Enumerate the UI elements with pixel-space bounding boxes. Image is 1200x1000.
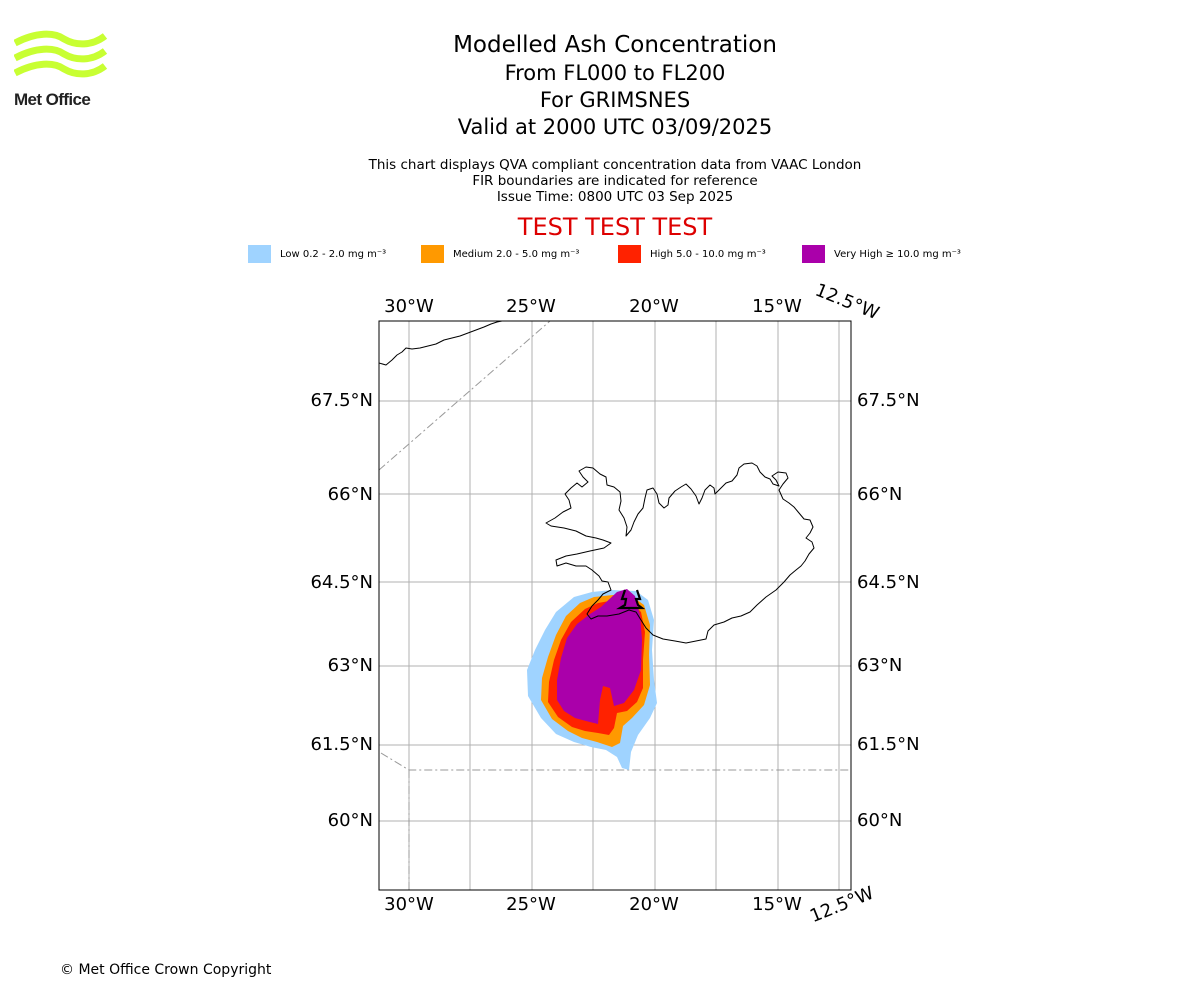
volcano-marker-icon (616, 589, 646, 610)
lon-label-bottom-15w: 15°W (752, 894, 802, 915)
lat-label-right-67-5n: 67.5°N (857, 390, 920, 411)
legend-swatch-low (248, 245, 271, 263)
legend-swatch-high (618, 245, 641, 263)
met-office-waves-icon (13, 30, 108, 78)
coastline-iceland (545, 462, 815, 644)
chart-notes: This chart displays QVA compliant concen… (0, 157, 1200, 205)
copyright-notice: © Met Office Crown Copyright (60, 962, 272, 978)
note-qva: This chart displays QVA compliant concen… (368, 157, 862, 173)
legend-item-very-high: Very High ≥ 10.0 mg m⁻³ (802, 244, 961, 264)
fir-boundary-north (379, 321, 551, 471)
lat-label-right-60n: 60°N (857, 810, 902, 831)
lon-label-top-25w: 25°W (506, 296, 556, 317)
flight-level-range: From FL000 to FL200 (504, 61, 726, 85)
lat-label-right-61-5n: 61.5°N (857, 734, 920, 755)
map-frame (378, 320, 852, 891)
volcano-name: For GRIMSNES (539, 88, 691, 112)
legend-swatch-medium (421, 245, 444, 263)
legend-item-medium: Medium 2.0 - 5.0 mg m⁻³ (421, 244, 579, 264)
map-gridlines (379, 321, 851, 890)
lat-label-left-60n: 60°N (328, 810, 373, 831)
fir-boundaries (379, 321, 851, 890)
lat-label-left-61-5n: 61.5°N (310, 734, 373, 755)
coastline-greenland (379, 321, 503, 366)
lon-label-bottom-30w: 30°W (384, 894, 434, 915)
lat-label-left-63n: 63°N (328, 655, 373, 676)
lat-label-left-64-5n: 64.5°N (310, 572, 373, 593)
lat-label-left-66n: 66°N (328, 484, 373, 505)
lon-label-top-30w: 30°W (384, 296, 434, 317)
legend-item-high: High 5.0 - 10.0 mg m⁻³ (618, 244, 766, 264)
coastline (379, 321, 815, 644)
concentration-legend: Low 0.2 - 2.0 mg m⁻³ Medium 2.0 - 5.0 mg… (0, 244, 1200, 264)
lon-label-bottom-20w: 20°W (629, 894, 679, 915)
note-issue-time: Issue Time: 0800 UTC 03 Sep 2025 (496, 189, 734, 205)
test-banner: TEST TEST TEST (517, 213, 713, 241)
logo-wave (13, 30, 108, 48)
valid-time: Valid at 2000 UTC 03/09/2025 (457, 115, 773, 139)
logo-wave (13, 45, 108, 63)
lon-label-top-12-5w: 12.5°W (812, 280, 882, 325)
lat-label-left-67-5n: 67.5°N (310, 390, 373, 411)
met-office-logo-text: Met Office (14, 90, 91, 109)
logo-wave (13, 60, 108, 78)
lat-label-right-64-5n: 64.5°N (857, 572, 920, 593)
chart-title: Modelled Ash Concentration (453, 32, 777, 58)
lon-label-top-15w: 15°W (752, 296, 802, 317)
legend-label-high: High 5.0 - 10.0 mg m⁻³ (650, 248, 766, 260)
lat-label-right-66n: 66°N (857, 484, 902, 505)
lat-label-right-63n: 63°N (857, 655, 902, 676)
note-fir: FIR boundaries are indicated for referen… (472, 173, 758, 189)
legend-label-very-high: Very High ≥ 10.0 mg m⁻³ (834, 248, 961, 260)
chart-title-block: Modelled Ash Concentration From FL000 to… (0, 30, 1200, 141)
lon-label-bottom-25w: 25°W (506, 894, 556, 915)
lon-label-top-20w: 20°W (629, 296, 679, 317)
legend-item-low: Low 0.2 - 2.0 mg m⁻³ (248, 244, 386, 264)
legend-label-medium: Medium 2.0 - 5.0 mg m⁻³ (453, 248, 580, 260)
legend-label-low: Low 0.2 - 2.0 mg m⁻³ (280, 248, 387, 260)
ash-area-very-high (557, 589, 642, 724)
legend-swatch-very-high (802, 245, 825, 263)
met-office-logo: Met Office (13, 30, 109, 112)
